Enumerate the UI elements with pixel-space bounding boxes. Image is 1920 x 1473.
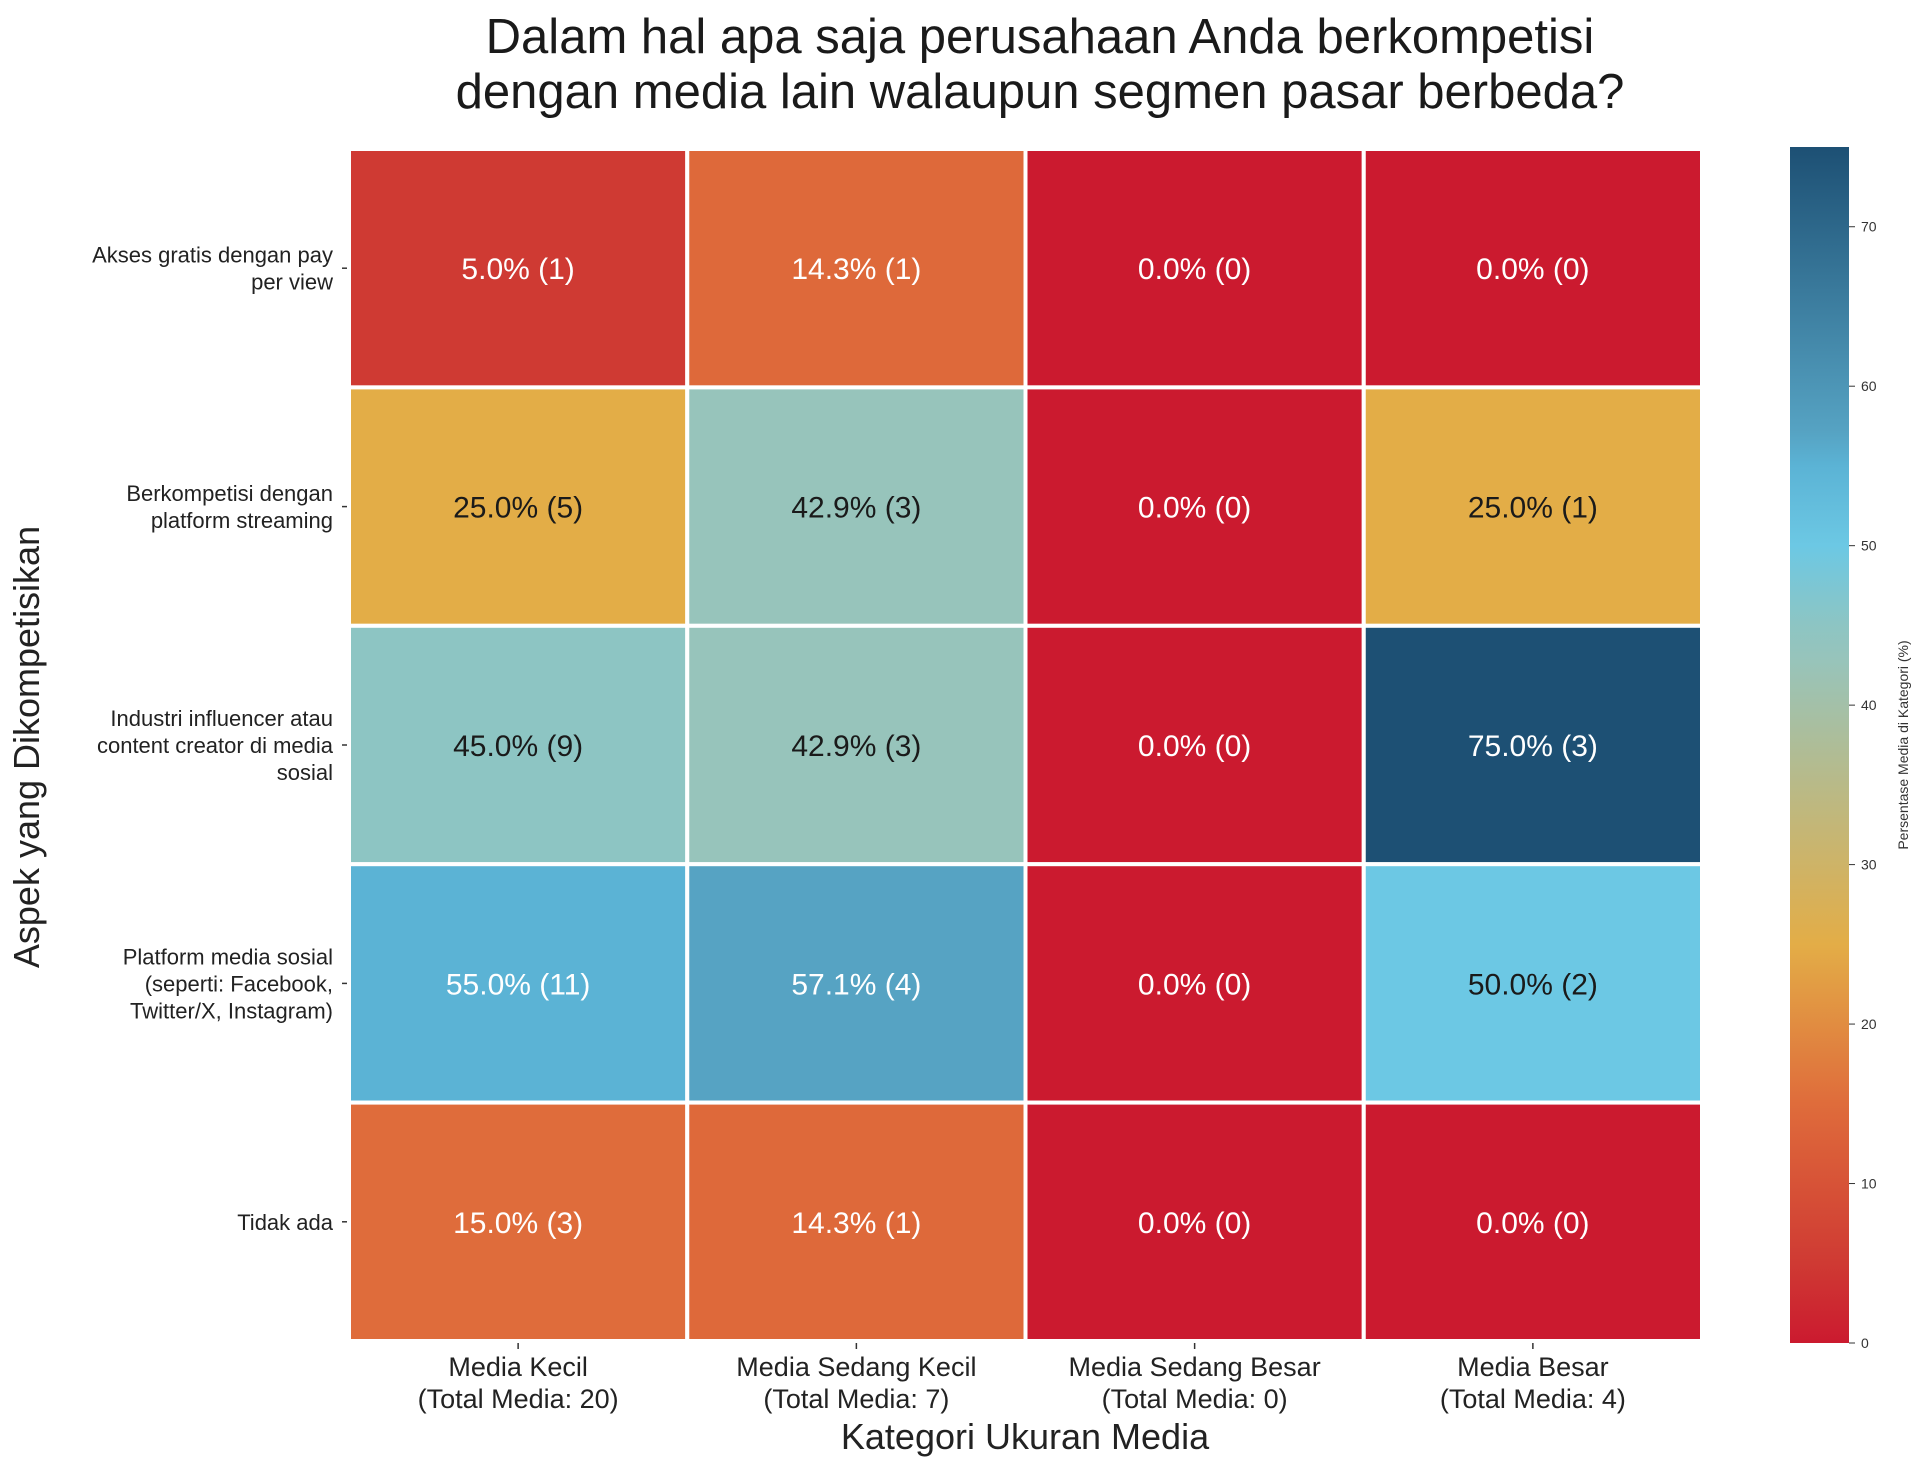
cell-data-label: 14.3% (1) [791,1207,921,1240]
cell-data-label: 14.3% (1) [791,253,921,286]
y-tick-label: per view [251,270,333,295]
colorbar-tick-label: 60 [1861,378,1877,394]
colorbar-tick-label: 30 [1861,857,1877,873]
colorbar [1790,147,1849,1343]
cell-data-label: 0.0% (0) [1476,253,1589,286]
y-tick-label: Platform media sosial [123,944,333,969]
cell-data-label: 25.0% (5) [453,492,583,525]
cell-data-label: 0.0% (0) [1138,253,1251,286]
heatmap-cell [1023,623,1366,867]
x-tick-label: Media Besar [1457,1352,1609,1382]
x-tick-label: Media Kecil [448,1352,588,1382]
cell-data-label: 0.0% (0) [1476,1207,1589,1240]
heatmap-cell [1361,1100,1704,1343]
y-tick-label: Tidak ada [237,1210,334,1235]
y-tick-label: Berkompetisi dengan [126,481,333,506]
colorbar-tick-label: 20 [1861,1016,1877,1032]
heatmap-cell [685,623,1028,867]
heatmap-cell [685,862,1028,1105]
chart-title-line-1: Dalam hal apa saja perusahaan Anda berko… [485,10,1595,64]
cell-data-label: 50.0% (2) [1468,968,1598,1001]
x-tick-label: Media Sedang Kecil [736,1352,976,1382]
x-axis-label: Kategori Ukuran Media [840,1416,1210,1457]
x-tick-label: (Total Media: 0) [1102,1384,1288,1414]
x-tick-label: (Total Media: 7) [763,1384,949,1414]
y-tick-label: Akses gratis dengan pay [92,243,333,268]
cell-data-label: 0.0% (0) [1138,968,1251,1001]
colorbar-tick-label: 40 [1861,697,1877,713]
x-tick-label: Media Sedang Besar [1069,1352,1321,1382]
heatmap-cell [1023,385,1366,628]
cell-data-label: 45.0% (9) [453,730,583,763]
heatmap-cell [1023,862,1366,1105]
y-tick-label: (seperti: Facebook, [145,971,333,996]
heatmap-cell [1023,1100,1366,1343]
y-tick-label: sosial [277,760,333,785]
cell-data-label: 25.0% (1) [1468,492,1598,525]
y-tick-label: Twitter/X, Instagram) [130,998,333,1023]
cell-data-label: 75.0% (3) [1468,730,1598,763]
heatmap-cell [685,1100,1028,1343]
colorbar-tick-label: 10 [1861,1176,1877,1192]
cell-data-label: 0.0% (0) [1138,1207,1251,1240]
cell-data-label: 57.1% (4) [791,968,921,1001]
heatmap-cell [685,385,1028,628]
cell-data-label: 0.0% (0) [1138,730,1251,763]
colorbar-tick-label: 50 [1861,538,1877,554]
heatmap-cell [347,1100,690,1343]
heatmap-cell [1361,623,1704,867]
cell-data-label: 0.0% (0) [1138,492,1251,525]
y-tick-label: content creator di media [97,733,334,758]
x-tick-label: (Total Media: 4) [1440,1384,1626,1414]
heatmap-cell [347,862,690,1105]
cell-data-label: 15.0% (3) [453,1207,583,1240]
cell-data-label: 42.9% (3) [791,492,921,525]
chart-title-line-2: dengan media lain walaupun segmen pasar … [455,65,1625,119]
heatmap-cell [1361,385,1704,628]
x-tick-label: (Total Media: 20) [418,1384,619,1414]
colorbar-tick-label: 70 [1861,219,1877,235]
cell-data-label: 5.0% (1) [461,253,574,286]
colorbar-tick-label: 0 [1861,1335,1869,1351]
heatmap-cell [1361,862,1704,1105]
heatmap-cell [347,623,690,867]
y-tick-label: platform streaming [151,508,333,533]
cell-data-label: 55.0% (11) [446,968,591,1001]
cell-data-label: 42.9% (3) [791,730,921,763]
y-tick-label: Industri influencer atau [110,706,333,731]
